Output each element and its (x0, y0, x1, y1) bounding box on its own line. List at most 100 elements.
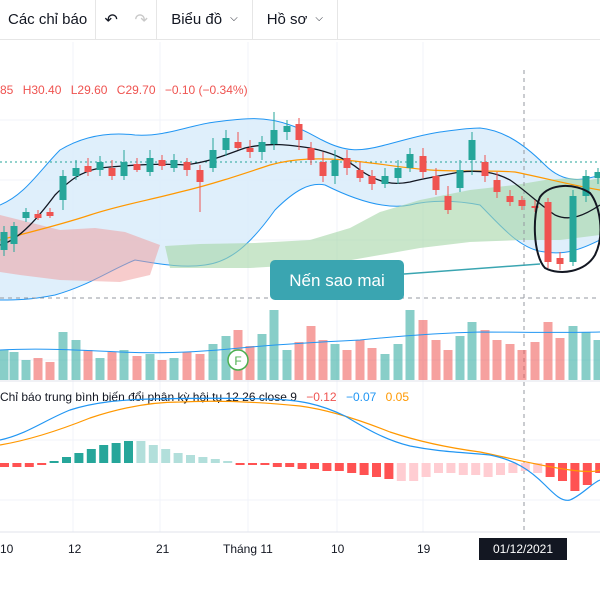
candle-body[interactable] (146, 158, 154, 172)
macd-signal-value: −0.07 (346, 390, 377, 404)
ohlc-legend: 85 H30.40 L29.60 C29.70 −0.10 (−0.34%) (0, 83, 248, 97)
macd-hist-bar (124, 441, 133, 463)
volume-bar (555, 338, 565, 380)
candle-body[interactable] (0, 232, 8, 250)
candle-body[interactable] (307, 148, 315, 160)
redo-icon[interactable]: ↷ (134, 11, 148, 29)
profile-button[interactable]: Hồ sơ ⌵ (253, 0, 337, 40)
candle-body[interactable] (582, 176, 590, 196)
macd-value: −0.12 (306, 390, 337, 404)
candle-body[interactable] (381, 176, 389, 184)
ohlc-high: H30.40 (23, 83, 62, 97)
candle-body[interactable] (59, 176, 67, 200)
candle-body[interactable] (222, 138, 230, 150)
chevron-down-icon: ⌵ (315, 13, 323, 24)
candle-body[interactable] (432, 176, 440, 190)
candle-body[interactable] (518, 200, 526, 206)
candle-body[interactable] (295, 124, 303, 140)
candle-body[interactable] (258, 142, 266, 152)
candle-body[interactable] (444, 196, 452, 210)
candle-body[interactable] (343, 158, 351, 168)
macd-hist-bar (198, 457, 208, 463)
candle-body[interactable] (368, 176, 376, 184)
candle-body[interactable] (22, 212, 30, 218)
candle-body[interactable] (331, 160, 339, 176)
macd-hist-bar (62, 457, 71, 463)
macd-hist-bar (446, 463, 456, 473)
macd-hist-bar (248, 463, 257, 465)
candle-body[interactable] (419, 156, 427, 172)
candle-body[interactable] (196, 170, 204, 182)
macd-hist-bar (310, 463, 319, 469)
candle-body[interactable] (531, 206, 539, 208)
morning-star-circle (533, 185, 600, 273)
macd-hist-bar (533, 463, 543, 473)
volume-bar (157, 360, 167, 380)
chart-type-button[interactable]: Biểu đồ ⌵ (157, 0, 251, 40)
macd-hist-bar (37, 463, 47, 465)
macd-hist-bar (409, 463, 419, 481)
macd-hist-bar (334, 463, 344, 471)
candle-body[interactable] (569, 196, 577, 262)
volume-bar (208, 344, 218, 380)
candle-body[interactable] (96, 162, 104, 170)
candle-body[interactable] (270, 130, 278, 144)
candle-body[interactable] (468, 140, 476, 160)
candle-body[interactable] (319, 162, 327, 176)
volume-bar (517, 350, 527, 380)
volume-bar (169, 358, 179, 380)
candle-body[interactable] (108, 168, 116, 176)
volume-bar (45, 362, 55, 380)
candle-body[interactable] (406, 154, 414, 168)
candle-body[interactable] (394, 168, 402, 178)
candle-body[interactable] (34, 214, 42, 218)
annotation-box (270, 260, 404, 300)
macd-hist-bar (272, 463, 282, 467)
time-label: 21 (156, 542, 170, 556)
candle-body[interactable] (72, 168, 80, 176)
candle-body[interactable] (209, 150, 217, 168)
toolbar-divider (95, 0, 97, 40)
volume-moving-average (0, 331, 600, 354)
macd-hist-bar (347, 463, 357, 473)
volume-bar (330, 344, 340, 380)
macd-hist-bar (86, 449, 96, 463)
candle-body[interactable] (594, 172, 600, 178)
volume-bar (145, 354, 155, 380)
macd-hist-bar (186, 455, 195, 463)
undo-icon[interactable]: ↶ (104, 11, 118, 29)
candle-body[interactable] (10, 226, 18, 244)
macd-hist-bar (260, 463, 270, 465)
crosshair-date-box (479, 538, 567, 560)
ohlc-low: L29.60 (71, 83, 108, 97)
candle-body[interactable] (133, 164, 141, 170)
ohlc-change: −0.10 (−0.34%) (165, 83, 248, 97)
candle-body[interactable] (120, 162, 128, 176)
candle-body[interactable] (84, 166, 92, 172)
macd-hist-bar (396, 463, 406, 481)
candle-body[interactable] (556, 258, 564, 264)
volume-bar (9, 352, 19, 380)
candle-body[interactable] (183, 162, 191, 170)
candle-body[interactable] (544, 202, 552, 262)
volume-bar (119, 350, 129, 380)
candle-body[interactable] (46, 212, 54, 216)
candle-body[interactable] (283, 126, 291, 132)
candle-body[interactable] (481, 162, 489, 176)
candle-body[interactable] (493, 180, 501, 192)
macd-hist-bar (223, 461, 233, 463)
candle-body[interactable] (506, 196, 514, 202)
candle-body[interactable] (234, 142, 242, 148)
candle-body[interactable] (170, 160, 178, 168)
volume-bar (257, 334, 267, 380)
indicators-button[interactable]: Các chỉ báo (8, 11, 88, 28)
volume-bar (405, 310, 415, 380)
volume-marker-circle (227, 349, 249, 371)
candle-body[interactable] (158, 160, 166, 166)
candle-body[interactable] (356, 170, 364, 178)
candle-body[interactable] (246, 148, 254, 152)
time-label: 19 (417, 542, 431, 556)
candle-body[interactable] (456, 170, 464, 188)
volume-bar (568, 326, 578, 380)
